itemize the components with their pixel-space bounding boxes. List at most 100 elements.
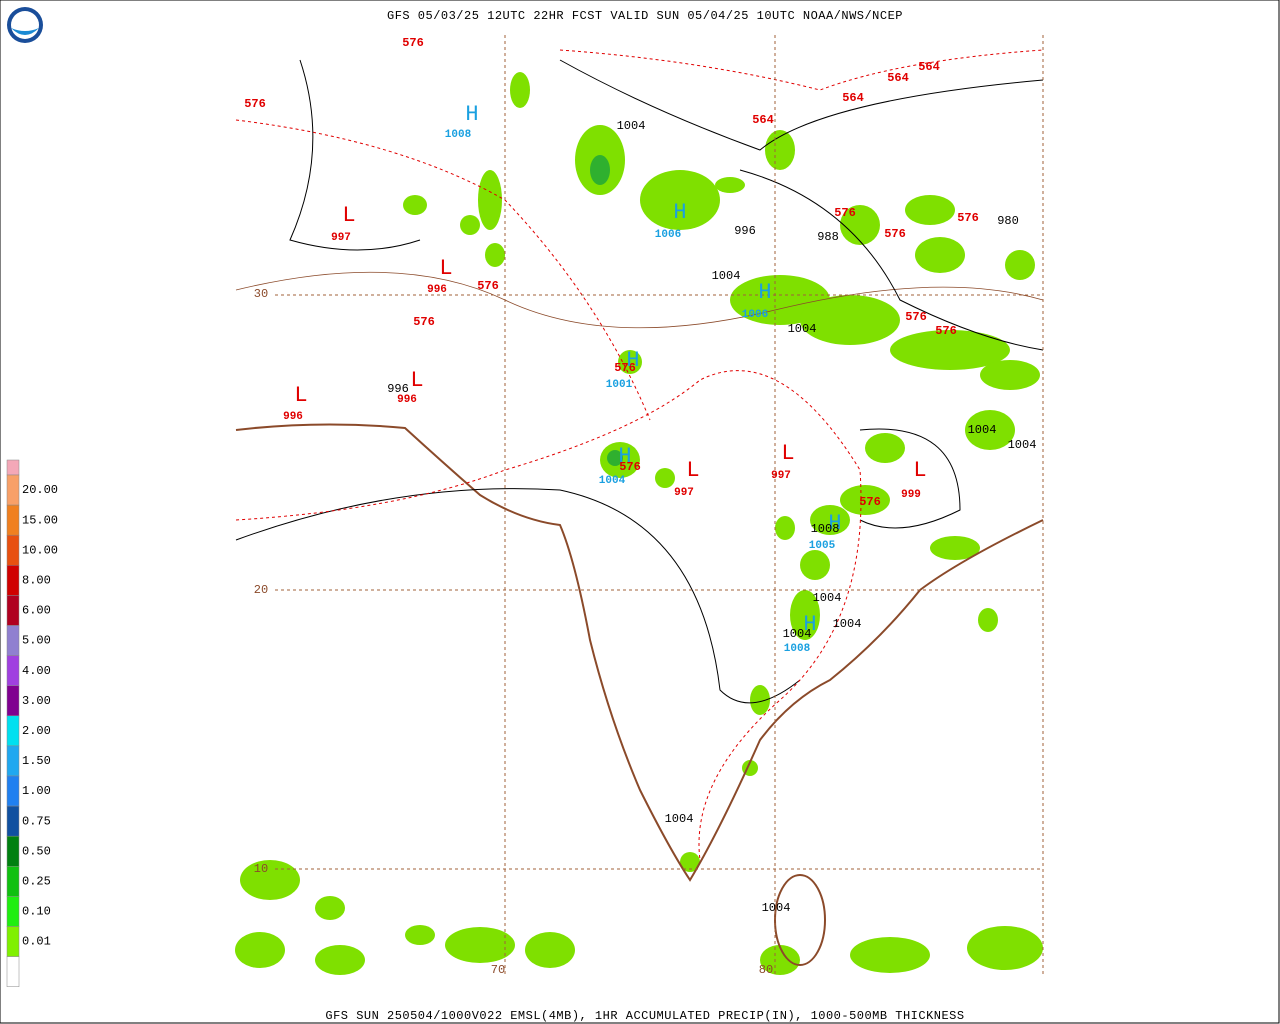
legend-label: 0.10 — [22, 905, 51, 919]
thickness-label: 576 — [402, 36, 424, 50]
thickness-label: 576 — [884, 227, 906, 241]
high-value: 1001 — [606, 379, 633, 391]
isobar-label: 1004 — [833, 617, 862, 631]
isobar-label: 1004 — [762, 901, 791, 915]
isobar-label: 1004 — [783, 627, 812, 641]
thickness-label: 576 — [477, 279, 499, 293]
isobar-label: 1004 — [968, 423, 997, 437]
legend-segment — [6, 866, 20, 897]
isobar-label: 996 — [387, 382, 409, 396]
thickness-label: 576 — [935, 324, 957, 338]
isobar-label: 1004 — [1008, 438, 1037, 452]
thickness-label: 564 — [887, 71, 909, 85]
thickness-label: 564 — [918, 60, 940, 74]
latitude-label: 10 — [254, 862, 268, 876]
legend-segment — [6, 655, 20, 686]
map-background — [236, 35, 1043, 977]
legend-label: 0.25 — [22, 874, 51, 888]
thickness-label: 576 — [614, 361, 636, 375]
isobar-label: 980 — [997, 214, 1019, 228]
thickness-label: 564 — [842, 91, 864, 105]
thickness-label: 576 — [905, 310, 927, 324]
isobar-label: 1008 — [811, 522, 840, 536]
low-center: L — [781, 441, 794, 466]
thickness-label: 576 — [244, 97, 266, 111]
graticule — [275, 35, 1044, 977]
legend-label: 10.00 — [22, 543, 58, 557]
high-center: H — [626, 348, 639, 373]
legend-label: 1.00 — [22, 784, 51, 798]
legend-segment — [6, 459, 20, 476]
high-center: H — [618, 444, 631, 469]
low-value: 996 — [427, 284, 447, 296]
legend-segment — [6, 715, 20, 747]
legend-label: 8.00 — [22, 573, 51, 587]
low-center: L — [913, 458, 926, 483]
legend-label: 0.01 — [22, 935, 51, 949]
legend-label: 6.00 — [22, 604, 51, 618]
high-center: H — [465, 102, 478, 127]
isobar-label: 1004 — [617, 119, 646, 133]
high-value: 1008 — [445, 129, 472, 141]
thickness-label: 576 — [957, 211, 979, 225]
legend-label: 1.50 — [22, 754, 51, 768]
map-labels: 30 20 10 70 80 576 576 576 576 576 576 576 576 576 576… — [244, 36, 1036, 977]
legend-segment — [6, 504, 20, 536]
high-center: H — [758, 280, 771, 305]
legend-segment — [6, 685, 20, 717]
isobar-label: 1004 — [813, 591, 842, 605]
low-value: 997 — [331, 232, 351, 244]
contours — [235, 49, 1044, 966]
low-center: L — [439, 256, 452, 281]
legend-label: 20.00 — [22, 483, 58, 497]
legend-label: 4.00 — [22, 664, 51, 678]
legend-segment — [6, 565, 20, 596]
thickness-label: 576 — [413, 315, 435, 329]
noaa-logo — [7, 7, 43, 43]
thickness-label: 576 — [859, 495, 881, 509]
low-value: 997 — [771, 470, 791, 482]
longitude-label: 80 — [759, 963, 773, 977]
isobar-label: 1004 — [788, 322, 817, 336]
thickness-label: 564 — [752, 113, 774, 127]
latitude-label: 20 — [254, 583, 268, 597]
legend-label: 5.00 — [22, 634, 51, 648]
low-value: 997 — [674, 487, 694, 499]
legend-segment — [6, 534, 20, 566]
latitude-label: 30 — [254, 287, 268, 301]
legend-segment — [6, 745, 20, 777]
legend-segment — [6, 835, 20, 867]
legend-segment — [6, 595, 20, 626]
legend-segment — [6, 625, 20, 656]
thickness-label: 576 — [619, 460, 641, 474]
legend-label: 3.00 — [22, 694, 51, 708]
legend-label: 15.00 — [22, 513, 58, 527]
isobar-label: 1004 — [712, 269, 741, 283]
header-title: GFS 05/03/25 12UTC 22HR FCST VALID SUN 0… — [387, 9, 903, 23]
low-center: L — [342, 203, 355, 228]
high-center: H — [803, 612, 816, 637]
high-center: H — [828, 511, 841, 536]
legend-segment — [6, 896, 20, 927]
low-value: 996 — [283, 411, 303, 423]
high-value: 1005 — [809, 540, 836, 552]
legend: 20.00 15.00 10.00 8.00 6.00 5.00 4.00 3.00 2.00 1… — [6, 459, 58, 987]
precip — [235, 72, 1043, 975]
high-value: 1006 — [742, 309, 768, 321]
low-center: L — [410, 368, 423, 393]
low-center: L — [686, 458, 699, 483]
high-center: H — [673, 200, 686, 225]
isobar-label: 1004 — [665, 812, 694, 826]
legend-segment — [6, 775, 20, 807]
thickness-label: 576 — [834, 206, 856, 220]
high-value: 1006 — [655, 229, 681, 241]
low-value: 999 — [901, 489, 921, 501]
map-area — [235, 35, 1044, 977]
legend-segment — [6, 474, 20, 506]
isobar-label: 988 — [817, 230, 839, 244]
footer-text: GFS SUN 250504/1000V022 EMSL(4MB), 1HR A… — [325, 1009, 964, 1023]
legend-segment — [6, 956, 20, 987]
low-value: 996 — [397, 394, 417, 406]
